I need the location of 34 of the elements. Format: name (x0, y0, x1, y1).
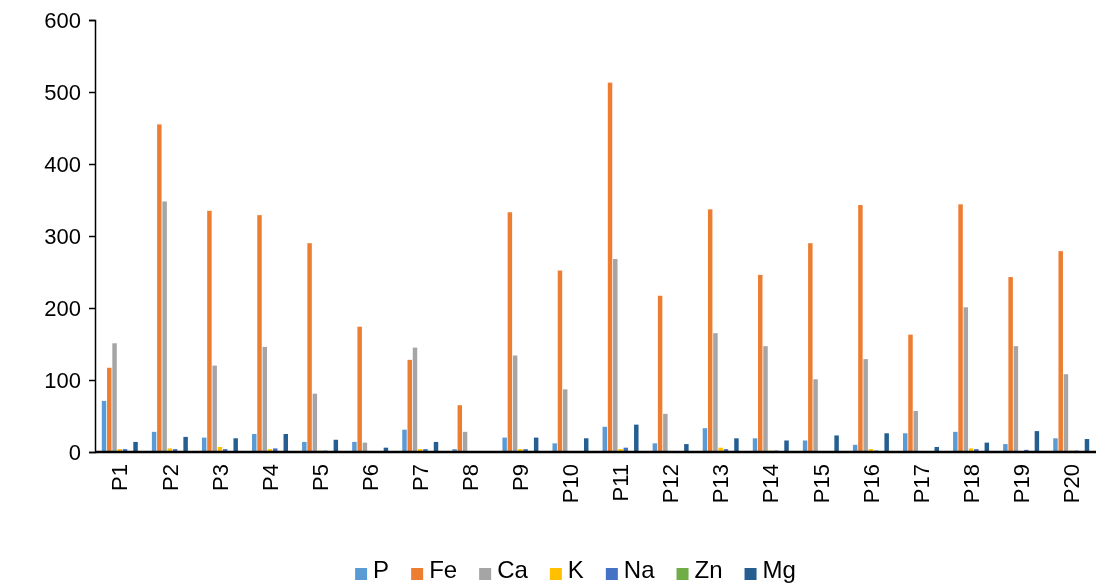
x-tick-label: P1 (107, 464, 133, 491)
x-tick-label: P15 (808, 464, 834, 504)
y-tick-label: 100 (44, 367, 81, 393)
x-tick-label: P4 (257, 464, 283, 491)
x-tick-label: P10 (558, 464, 584, 504)
legend-label: Fe (429, 556, 458, 583)
y-tick-label: 300 (44, 223, 81, 249)
x-tick-label: P14 (758, 464, 784, 504)
x-tick-label: P11 (608, 464, 634, 502)
legend-label: Na (623, 556, 656, 583)
x-tick-label: P17 (908, 464, 934, 504)
x-tick-label: P8 (458, 464, 484, 491)
y-tick-label: 0 (68, 439, 81, 465)
x-tick-label: P19 (1008, 464, 1034, 504)
x-tick-label: P7 (407, 464, 433, 491)
x-tick-label: P3 (207, 464, 233, 491)
x-tick-label: P9 (508, 464, 534, 491)
x-tick-label: P5 (307, 464, 333, 491)
x-tick-label: P6 (357, 464, 383, 491)
y-tick-label: 500 (44, 79, 81, 105)
x-tick-label: P20 (1058, 464, 1084, 504)
x-tick-label: P12 (658, 464, 684, 504)
y-tick-label: 600 (44, 7, 81, 33)
x-tick-label: P18 (958, 464, 984, 504)
x-tick-label: P16 (858, 464, 884, 504)
y-tick-label: 400 (44, 151, 81, 177)
legend-label: Ca (497, 556, 529, 583)
y-tick-label: 200 (44, 295, 81, 321)
legend-label: Zn (694, 556, 723, 583)
legend-label: Mg (762, 556, 796, 583)
legend-label: P (373, 556, 390, 583)
legend-label: K (567, 556, 584, 583)
x-tick-label: P2 (157, 464, 183, 491)
x-tick-label: P13 (708, 464, 734, 504)
